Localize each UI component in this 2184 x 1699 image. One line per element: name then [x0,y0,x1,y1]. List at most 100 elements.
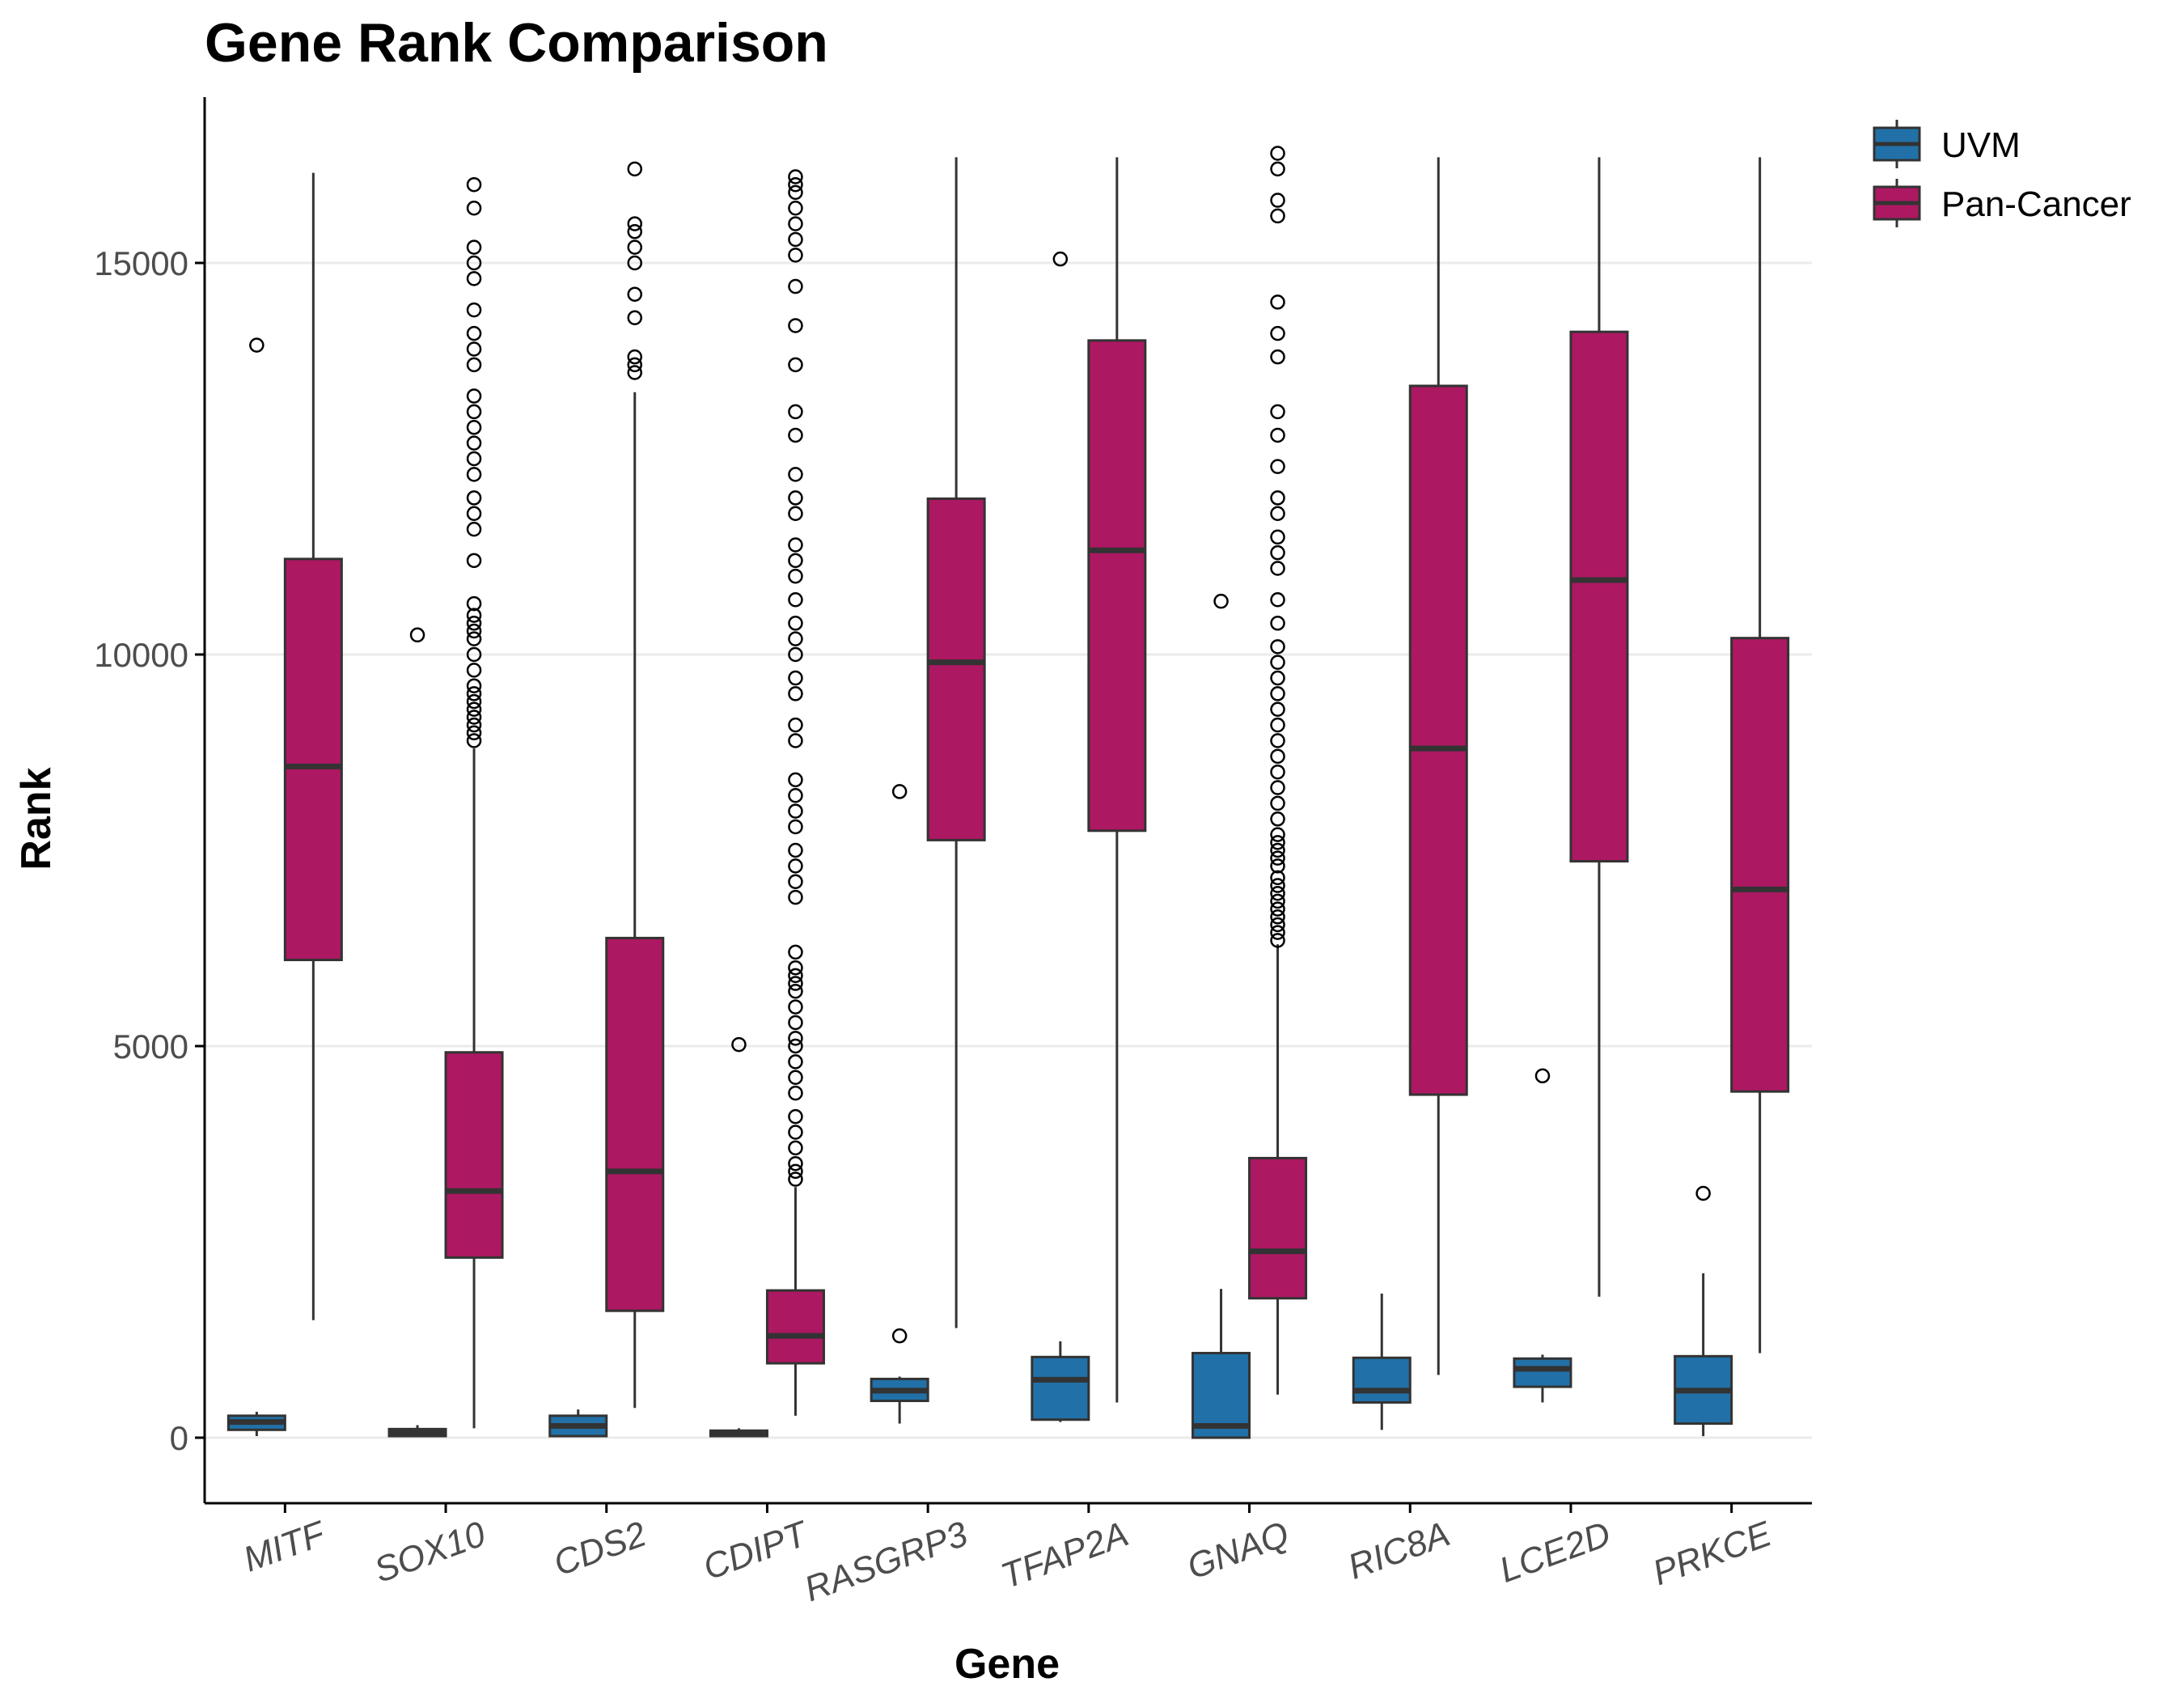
outlier-point [466,693,482,710]
box-body [765,1289,825,1365]
box-uvm-sox10 [387,627,447,1438]
outlier-point [891,784,908,799]
outlier-point [1270,811,1285,827]
outlier-point [466,725,482,741]
outlier-point [788,999,803,1015]
outlier-point [466,467,482,482]
outlier-point [1270,748,1285,765]
box-uvm-rasgrp3 [870,784,929,1424]
x-tick-label: CDIPT [698,1513,815,1587]
outlier-point [1270,294,1285,310]
outlier-point [466,255,482,271]
outlier-point [466,663,482,678]
box-uvm-prkce [1674,1185,1733,1437]
box-body [1031,1355,1090,1421]
x-tick-label: RIC8A [1343,1514,1455,1587]
box-uvm-cds2 [548,1409,608,1438]
outlier-point [409,627,425,643]
outlier-point [1270,701,1285,718]
outlier-point [466,302,482,318]
outlier-point [466,553,482,569]
outlier-point [466,733,482,748]
legend-key-uvm [1873,120,1921,168]
outlier-point [1270,795,1285,811]
outlier-point [1270,561,1285,576]
box-body [1087,339,1147,833]
outlier-point [466,616,482,631]
outlier-point [788,216,803,231]
outlier-point [1270,917,1285,933]
outlier-point [1270,161,1285,177]
box-pan-cancer-cds2 [605,161,665,1409]
box-body [1513,1357,1572,1388]
outlier-point [627,310,642,326]
box-pan-cancer-sox10 [444,176,504,1429]
outlier-point [788,842,803,858]
outlier-point [788,1085,803,1101]
outlier-point [788,1070,803,1085]
outlier-point [788,537,803,553]
outlier-point [788,803,803,819]
legend-key-pan-cancer [1873,179,1921,227]
outlier-point [627,216,642,231]
box-body [1408,384,1468,1096]
legend-label: Pan-Cancer [1941,184,2131,224]
outlier-point [1270,427,1285,443]
outlier-point [788,874,803,889]
outlier-point [788,1163,803,1180]
outlier-point [466,325,482,341]
outlier-point [788,686,803,701]
box-uvm-gnaq [1191,593,1251,1439]
x-tick-label: MITF [239,1514,332,1580]
outlier-point [466,701,482,718]
outlier-point [788,176,803,193]
outlier-point [627,357,642,373]
outlier-point [1270,529,1285,545]
y-axis-title: Rank [13,767,60,870]
legend: UVM Pan-Cancer [1873,120,2131,227]
chart-title: Gene Rank Comparison [205,12,828,74]
outlier-point [788,231,803,248]
box-body [1248,1156,1308,1300]
outlier-point [788,670,803,686]
outlier-point [788,1155,803,1172]
box-body [926,497,986,841]
box-body [444,1051,504,1259]
outlier-point [627,365,642,380]
outlier-point [731,1036,747,1053]
outlier-point [1270,850,1285,866]
outlier-point [627,224,642,239]
outlier-point [1270,733,1285,748]
box-body [605,936,665,1312]
outlier-point [466,271,482,286]
outlier-point [788,278,803,294]
box-body [1730,637,1790,1093]
outlier-point [788,467,803,482]
outlier-point [788,772,803,788]
outlier-point [1270,193,1285,208]
x-tick-label: PRKCE [1648,1514,1777,1593]
outlier-point [891,1328,908,1344]
outlier-point [788,1108,803,1125]
box-pan-cancer-ric8a [1408,157,1468,1375]
outlier-point [1270,686,1285,701]
outlier-point [466,631,482,646]
outlier-point [466,388,482,404]
outlier-point [627,161,642,177]
outlier-point [788,248,803,263]
outlier-point [1052,251,1069,267]
outlier-point [788,200,803,216]
outlier-point [1270,835,1285,850]
x-tick-label: RASGRP3 [799,1514,973,1609]
outlier-point [627,255,642,271]
outlier-point [788,490,803,506]
outlier-point [788,184,803,201]
box-pan-cancer-cdipt [765,169,825,1416]
box-body [283,557,343,962]
outlier-point [788,889,803,905]
x-tick-label: TFAP2A [996,1514,1133,1596]
outlier-point [788,169,803,184]
outlier-point [466,200,482,216]
outlier-point [466,686,482,701]
